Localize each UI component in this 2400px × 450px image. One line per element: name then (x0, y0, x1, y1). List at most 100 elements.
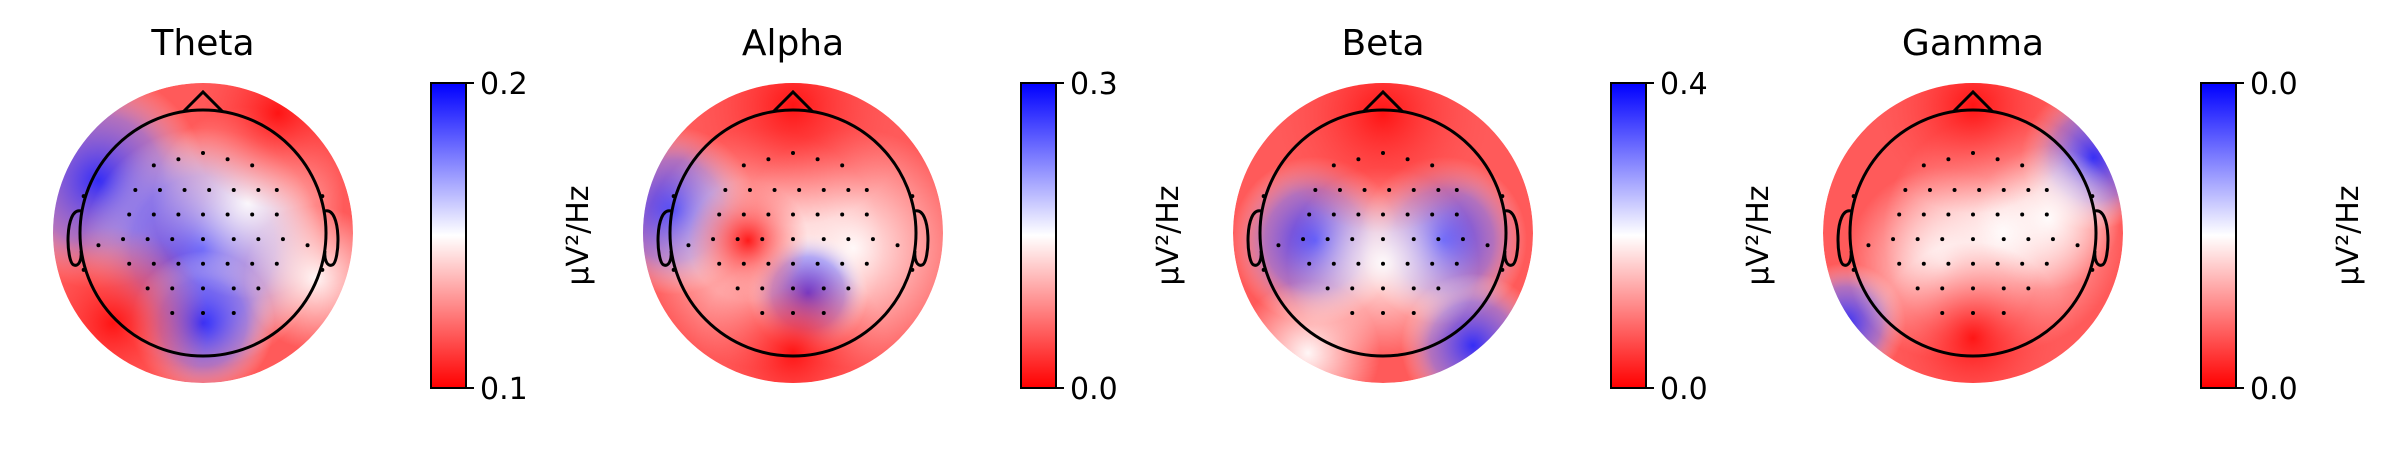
sensor (1411, 310, 1416, 315)
colorbar-tick-label: 0.0 (2250, 372, 2298, 407)
ear-right (323, 209, 340, 267)
panel-title: Theta (150, 23, 254, 64)
sensor (121, 237, 126, 242)
sensor (280, 237, 285, 242)
sensor (1325, 286, 1330, 291)
topomap-region (697, 257, 889, 383)
ear-right (913, 209, 930, 267)
head-outline (1848, 108, 2098, 358)
sensor (1356, 261, 1361, 266)
sensor (1454, 261, 1459, 266)
sensor (2050, 237, 2055, 242)
sensor (127, 212, 132, 217)
sensor (1350, 310, 1355, 315)
nose (1361, 89, 1405, 114)
sensor (797, 187, 802, 192)
sensor (1866, 243, 1871, 248)
sensor (2090, 194, 2095, 199)
topomap-region (182, 83, 353, 209)
ear-left (1246, 209, 1263, 267)
sensor (81, 194, 86, 199)
sensor (821, 310, 826, 315)
sensor (1313, 187, 1318, 192)
ear-left (1836, 209, 1853, 267)
panel: Gamma 0.0 0.0 µV²/Hz (1823, 23, 2366, 407)
sensor (1350, 237, 1355, 242)
sensor (1977, 187, 1982, 192)
sensor (1946, 212, 1951, 217)
colorbar-tick-label: 0.0 (1070, 372, 1118, 407)
ear-left (66, 209, 83, 267)
sensor (760, 286, 765, 291)
sensor (1921, 212, 1926, 217)
sensor (231, 310, 236, 315)
sensor (1381, 261, 1385, 266)
sensor (1995, 261, 2000, 266)
sensor (870, 237, 875, 242)
sensor (1381, 286, 1385, 291)
sensor (1350, 286, 1355, 291)
sensor (1454, 212, 1459, 217)
sensor (741, 212, 746, 217)
sensor (1971, 286, 1975, 291)
sensor (1436, 286, 1441, 291)
sensor (766, 261, 771, 266)
ear-left (656, 209, 673, 267)
sensor (747, 187, 752, 192)
sensor (1921, 261, 1926, 266)
sensor (176, 212, 181, 217)
sensor (1971, 212, 1975, 217)
sensor (1940, 310, 1945, 315)
sensor (1261, 267, 1266, 272)
sensor (840, 212, 845, 217)
panel-title: Gamma (1902, 23, 2044, 64)
sensor (1851, 267, 1856, 272)
sensor (133, 187, 138, 192)
topomap-region (688, 180, 808, 301)
sensor (815, 261, 820, 266)
topomap-region (53, 227, 209, 383)
topomap-region (673, 83, 913, 226)
sensor (1915, 286, 1920, 291)
sensor (2090, 267, 2095, 272)
sensor (201, 237, 205, 242)
sensor (846, 237, 851, 242)
sensor (815, 212, 820, 217)
sensor (735, 237, 740, 242)
sensor (170, 310, 175, 315)
sensor (256, 286, 261, 291)
sensor (686, 243, 691, 248)
sensor (2001, 286, 2006, 291)
sensor (305, 243, 310, 248)
sensor (127, 261, 132, 266)
sensor (1430, 163, 1435, 168)
panel-title: Beta (1341, 23, 1424, 64)
sensor (2044, 261, 2049, 266)
sensor (671, 267, 676, 272)
sensor (1971, 261, 1975, 266)
sensor (1301, 237, 1306, 242)
sensor (225, 157, 230, 162)
sensor (1921, 163, 1926, 168)
panel-title: Alpha (742, 23, 844, 64)
sensor (1405, 261, 1410, 266)
sensor (231, 187, 236, 192)
colorbar (1020, 82, 1057, 389)
sensor (250, 261, 255, 266)
sensor (821, 286, 826, 291)
sensor (2026, 237, 2031, 242)
sensor (157, 187, 162, 192)
sensor (864, 187, 869, 192)
sensor (760, 237, 765, 242)
sensor (201, 286, 205, 291)
sensor (201, 261, 205, 266)
sensor (760, 310, 765, 315)
sensor (791, 310, 795, 315)
sensor (1331, 212, 1336, 217)
sensor (1276, 243, 1281, 248)
sensor (766, 212, 771, 217)
colorbar (430, 82, 467, 389)
colorbar-tick-label: 0.0 (1660, 372, 1708, 407)
sensor (1307, 261, 1312, 266)
sensor (225, 212, 230, 217)
